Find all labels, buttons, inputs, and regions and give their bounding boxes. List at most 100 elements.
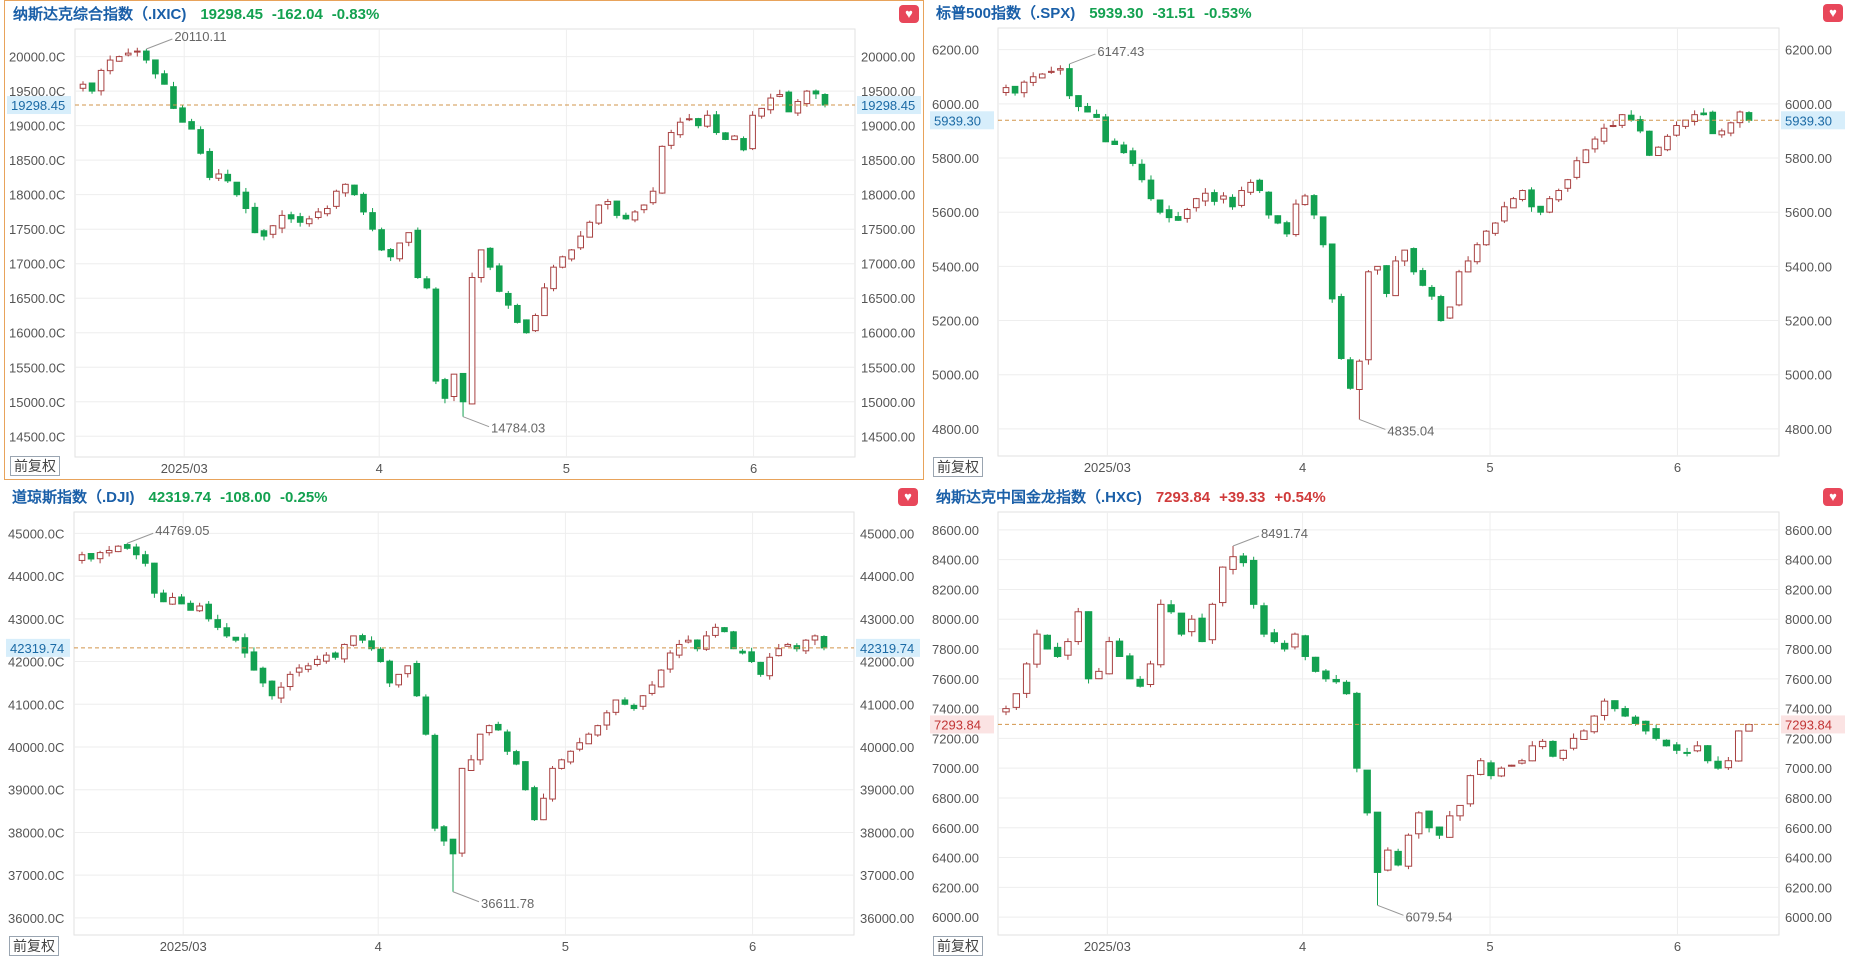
candle-body	[224, 173, 232, 182]
y-tick-label-left: 18000.0C	[9, 188, 65, 203]
min-annotation: 14784.03	[491, 421, 545, 436]
price-change: +39.33	[1219, 489, 1266, 506]
candle-body	[1084, 105, 1091, 113]
candle-body	[314, 211, 322, 218]
candle-body	[1095, 670, 1103, 680]
index-name: 纳斯达克综合指数（.IXIC)	[13, 6, 187, 23]
candle-body	[485, 725, 493, 734]
candle-body	[1652, 728, 1660, 739]
last-price: 42319.74	[148, 489, 212, 506]
y-tick-label-left: 5000.00	[932, 368, 979, 383]
max-annotation-leader	[146, 38, 173, 50]
candle-body	[87, 553, 95, 560]
price-adjust-button[interactable]: 前复权	[9, 936, 59, 956]
y-tick-label-left: 7000.00	[932, 761, 979, 776]
candle-body	[603, 712, 611, 726]
candle-body	[657, 669, 665, 688]
candle-body	[432, 288, 440, 382]
candle-body	[368, 640, 375, 650]
candle-body	[1064, 641, 1072, 656]
candle-body	[1528, 745, 1536, 762]
candle-body	[1642, 720, 1650, 732]
candle-body	[396, 242, 404, 260]
candle-body	[377, 648, 384, 663]
candle-body	[1029, 76, 1037, 83]
candle-body	[232, 636, 240, 641]
x-tick-label: 4	[376, 461, 383, 476]
last-price-tag-right	[857, 96, 921, 115]
candle-body	[1105, 641, 1113, 675]
candle-body	[1202, 192, 1209, 202]
min-annotation: 6079.54	[1406, 909, 1453, 924]
candle-body	[342, 183, 349, 194]
candle-body	[812, 90, 820, 95]
candle-body	[1546, 198, 1553, 213]
y-tick-label-left: 17000.0C	[9, 257, 65, 272]
candle-body	[1662, 739, 1671, 747]
y-tick-label-right: 5000.00	[1785, 368, 1832, 383]
favorite-heart-icon[interactable]: ♥	[1823, 4, 1843, 22]
y-tick-label-right: 7000.00	[1785, 761, 1832, 776]
candle-body	[549, 767, 556, 800]
candle-body	[559, 256, 566, 268]
candle-body	[269, 225, 277, 235]
chart-panel-3[interactable]: 道琼斯指数（.DJI) 42319.74 -108.00 -0.25% ♥ 2025/03…	[4, 484, 924, 959]
candle-body	[360, 193, 367, 213]
candle-body	[648, 684, 656, 694]
favorite-heart-icon[interactable]: ♥	[899, 5, 919, 23]
candle-body	[1555, 190, 1563, 201]
candle-body	[413, 662, 421, 697]
candle-body	[1673, 744, 1681, 751]
candle-body	[722, 132, 729, 140]
candle-body	[1347, 359, 1354, 389]
last-price-tag-right	[856, 638, 920, 657]
candle-body	[105, 549, 113, 554]
candle-body	[151, 562, 158, 594]
candle-body	[1491, 222, 1499, 234]
chart-panel-2[interactable]: 标普500指数（.SPX) 5939.30 -31.51 -0.53% ♥ 2025/03…	[928, 0, 1849, 480]
last-price-label-left: 5939.30	[934, 113, 981, 128]
candle-body	[1020, 81, 1028, 94]
candle-body	[1238, 190, 1245, 206]
index-name: 纳斯达克中国金龙指数（.HXC)	[936, 489, 1142, 506]
candle-body	[639, 695, 647, 707]
candle-body	[1415, 812, 1423, 835]
price-adjust-button[interactable]: 前复权	[933, 936, 983, 956]
candle-body	[133, 50, 141, 53]
candle-body	[1419, 270, 1427, 286]
y-tick-label-right: 7800.00	[1785, 642, 1832, 657]
y-tick-label-left: 41000.0C	[8, 697, 64, 712]
candle-body	[1211, 192, 1218, 202]
chart-panel-1[interactable]: 纳斯达克综合指数（.IXIC) 19298.45 -162.04 -0.83% ♥ 202…	[4, 0, 924, 480]
candle-body	[268, 680, 276, 697]
y-tick-label-right: 5200.00	[1785, 314, 1832, 329]
price-adjust-button[interactable]: 前复权	[10, 456, 60, 476]
y-tick-label-right: 7600.00	[1785, 672, 1832, 687]
candle-body	[323, 654, 330, 662]
candle-body	[324, 207, 331, 215]
candle-body	[1147, 179, 1155, 200]
favorite-heart-icon[interactable]: ♥	[1823, 488, 1843, 506]
price-adjust-button[interactable]: 前复权	[933, 457, 983, 477]
y-tick-label-right: 20000.00	[861, 50, 915, 65]
min-annotation-leader	[1377, 904, 1404, 916]
last-price-label-left: 7293.84	[934, 717, 981, 732]
candle-body	[1401, 249, 1408, 262]
max-annotation-leader	[1069, 53, 1096, 65]
y-tick-label-left: 42000.0C	[8, 655, 64, 670]
candle-body	[1292, 203, 1300, 236]
candle-body	[242, 191, 250, 209]
candle-body	[495, 265, 503, 292]
chart-panel-4[interactable]: 纳斯达克中国金龙指数（.HXC) 7293.84 +39.33 +0.54% ♥ 2025…	[928, 484, 1849, 959]
candle-body	[449, 838, 457, 855]
candle-body	[97, 69, 105, 92]
candle-body	[106, 59, 114, 72]
candle-body	[205, 603, 212, 620]
favorite-heart-icon[interactable]: ♥	[898, 488, 918, 506]
candle-body	[170, 86, 177, 109]
min-annotation: 4835.04	[1387, 423, 1434, 438]
candle-body	[595, 204, 603, 224]
y-tick-label-right: 14500.00	[861, 429, 915, 444]
candle-body	[1580, 730, 1588, 740]
candle-body	[1157, 603, 1165, 666]
